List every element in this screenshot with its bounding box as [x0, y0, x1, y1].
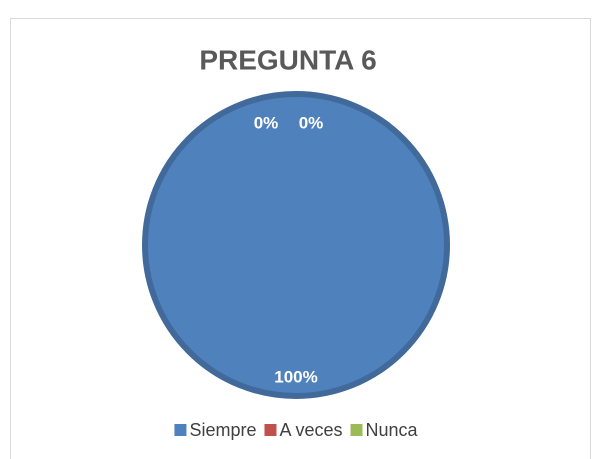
chart-title: PREGUNTA 6 — [199, 44, 376, 75]
data-label: 100% — [274, 367, 317, 386]
legend-label: A veces — [279, 420, 342, 440]
legend-swatch — [264, 424, 277, 436]
legend-label: Siempre — [189, 420, 256, 440]
legend-swatch — [350, 424, 363, 436]
legend-swatch — [174, 424, 187, 436]
legend: Siempre A veces Nunca — [174, 420, 419, 440]
pie-slice — [142, 91, 450, 399]
data-label: 0% — [299, 114, 324, 133]
data-label: 0% — [254, 114, 279, 133]
legend-label: Nunca — [366, 420, 419, 440]
